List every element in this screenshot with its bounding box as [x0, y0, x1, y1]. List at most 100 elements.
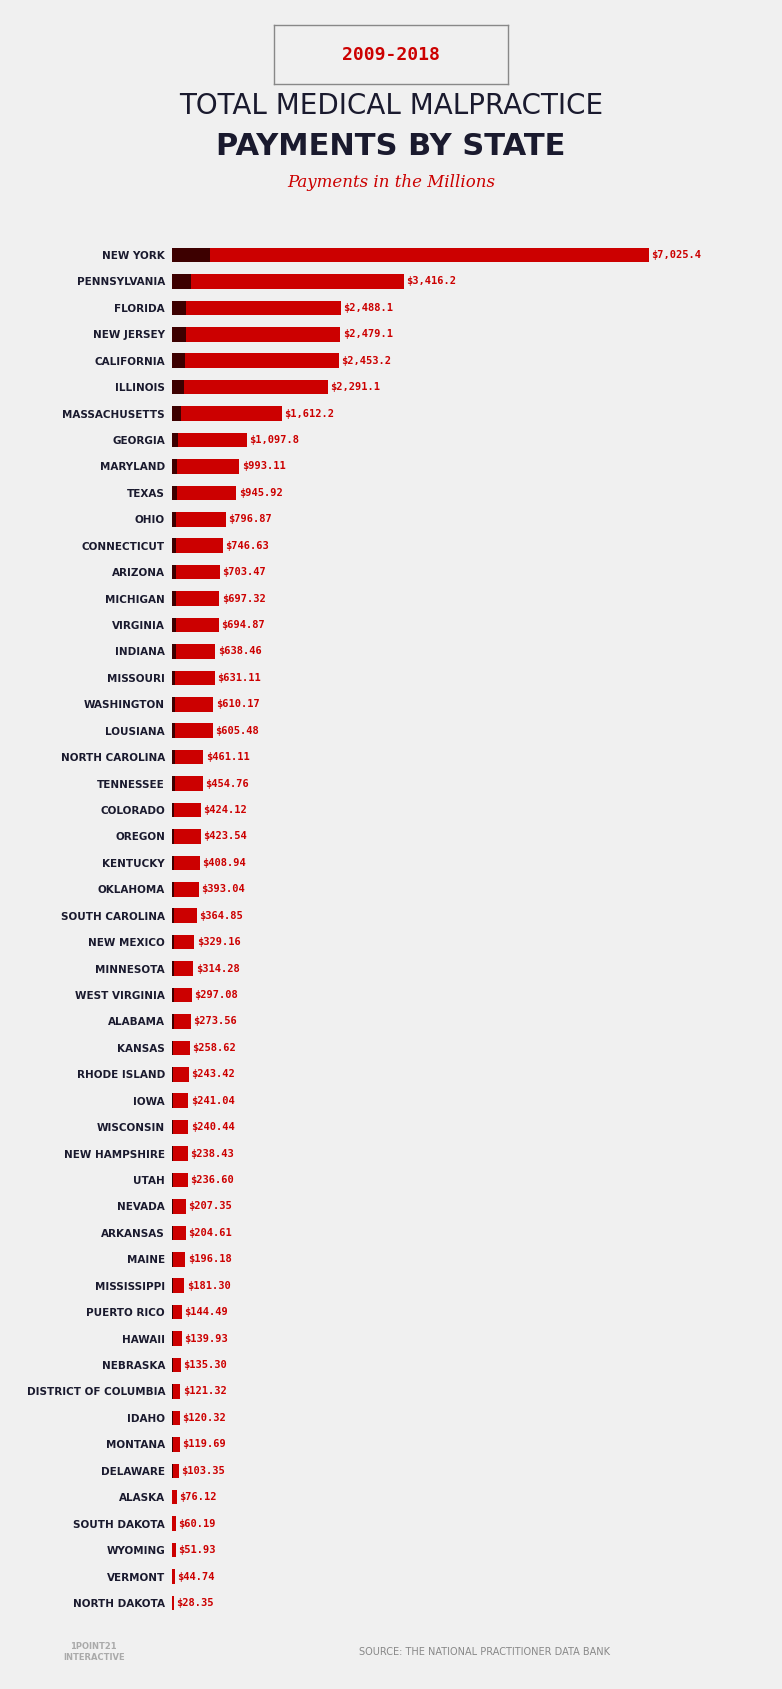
Text: 2009-2018: 2009-2018: [342, 46, 440, 64]
Bar: [172, 591, 176, 606]
Text: $2,479.1: $2,479.1: [343, 329, 393, 339]
Bar: [172, 1013, 174, 1029]
Bar: [172, 407, 282, 421]
Text: $993.11: $993.11: [242, 461, 285, 471]
Bar: [172, 539, 223, 552]
Text: $120.32: $120.32: [183, 1414, 226, 1422]
Bar: [172, 432, 178, 448]
Bar: [172, 1569, 175, 1584]
Bar: [172, 698, 213, 711]
Bar: [172, 1226, 186, 1240]
Bar: [172, 618, 219, 632]
Text: $697.32: $697.32: [222, 593, 266, 603]
Text: $393.04: $393.04: [201, 885, 245, 893]
Bar: [172, 1252, 185, 1267]
Bar: [172, 802, 174, 817]
Bar: [172, 1120, 188, 1135]
Bar: [172, 591, 220, 606]
Bar: [172, 909, 197, 922]
Text: $408.94: $408.94: [203, 858, 246, 868]
Text: $694.87: $694.87: [221, 620, 265, 630]
Bar: [172, 274, 191, 289]
Text: $2,291.1: $2,291.1: [330, 382, 380, 392]
Text: $258.62: $258.62: [192, 1042, 235, 1052]
Text: $241.04: $241.04: [191, 1096, 235, 1106]
Text: Payments in the Millions: Payments in the Millions: [287, 174, 495, 191]
Bar: [172, 301, 185, 316]
Text: $314.28: $314.28: [196, 964, 239, 973]
Bar: [172, 1040, 189, 1056]
Bar: [172, 328, 185, 341]
Text: $631.11: $631.11: [217, 672, 261, 682]
Bar: [172, 829, 174, 844]
Text: $121.32: $121.32: [183, 1387, 227, 1397]
Text: $454.76: $454.76: [206, 779, 249, 789]
Text: $60.19: $60.19: [178, 1518, 216, 1529]
Text: $329.16: $329.16: [197, 937, 241, 948]
Bar: [172, 248, 210, 262]
Bar: [172, 750, 203, 765]
Bar: [172, 407, 181, 421]
Text: $273.56: $273.56: [193, 1017, 237, 1027]
Bar: [172, 750, 174, 765]
Text: $638.46: $638.46: [218, 647, 261, 657]
Bar: [172, 353, 185, 368]
Bar: [172, 1490, 178, 1505]
Bar: [172, 909, 174, 922]
Bar: [172, 1199, 173, 1214]
Bar: [172, 1437, 180, 1451]
Bar: [172, 1067, 188, 1081]
Bar: [172, 485, 236, 500]
Bar: [172, 882, 199, 897]
Text: $204.61: $204.61: [188, 1228, 232, 1238]
Text: $144.49: $144.49: [185, 1307, 228, 1317]
Text: $181.30: $181.30: [187, 1280, 231, 1290]
Bar: [172, 1147, 188, 1160]
Text: $7,025.4: $7,025.4: [651, 250, 701, 260]
Bar: [172, 1596, 174, 1610]
Bar: [172, 1410, 180, 1426]
Text: $2,488.1: $2,488.1: [343, 302, 393, 312]
Bar: [172, 936, 174, 949]
Bar: [172, 564, 176, 579]
Text: $139.93: $139.93: [184, 1334, 228, 1344]
Bar: [172, 459, 178, 473]
Text: $236.60: $236.60: [191, 1176, 235, 1186]
Bar: [172, 1279, 185, 1294]
Bar: [172, 988, 174, 1002]
Bar: [172, 539, 176, 552]
Bar: [172, 353, 339, 368]
Bar: [172, 777, 174, 790]
Bar: [172, 882, 174, 897]
Bar: [172, 248, 649, 262]
Bar: [172, 1306, 173, 1319]
Bar: [172, 698, 175, 711]
Text: $610.17: $610.17: [216, 699, 260, 709]
Text: $2,453.2: $2,453.2: [341, 356, 391, 367]
Bar: [172, 988, 192, 1002]
Text: $461.11: $461.11: [206, 752, 249, 762]
Text: $196.18: $196.18: [188, 1255, 231, 1265]
Text: $746.63: $746.63: [225, 540, 269, 551]
Text: $364.85: $364.85: [199, 910, 243, 921]
Bar: [172, 274, 404, 289]
Text: TOTAL MEDICAL MALPRACTICE: TOTAL MEDICAL MALPRACTICE: [179, 93, 603, 120]
Text: $703.47: $703.47: [222, 568, 266, 578]
Bar: [172, 1385, 181, 1398]
Bar: [172, 512, 226, 527]
Bar: [172, 961, 174, 976]
Text: $297.08: $297.08: [195, 990, 239, 1000]
Bar: [172, 1040, 174, 1056]
Bar: [172, 1542, 176, 1557]
Text: $207.35: $207.35: [188, 1201, 232, 1211]
Bar: [172, 301, 341, 316]
Text: $44.74: $44.74: [178, 1571, 215, 1581]
Text: $1,097.8: $1,097.8: [249, 436, 299, 444]
Bar: [172, 485, 178, 500]
Bar: [172, 459, 239, 473]
Bar: [172, 1013, 191, 1029]
Bar: [172, 644, 215, 659]
Text: $3,416.2: $3,416.2: [407, 277, 457, 287]
Bar: [172, 723, 175, 738]
Bar: [172, 618, 176, 632]
